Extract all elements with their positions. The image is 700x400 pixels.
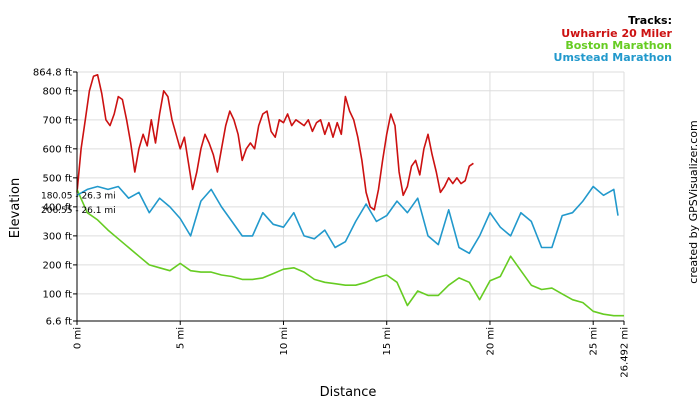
x-tick-label: 0 mi [73, 327, 84, 349]
y-tick-label: 700 ft [42, 115, 72, 126]
series-lines [76, 74, 624, 317]
series-line-2 [76, 185, 619, 255]
y-tick-label: 100 ft [42, 289, 72, 300]
x-tick-label: 10 mi [279, 327, 290, 355]
x-tick-label: 5 mi [176, 327, 187, 349]
y-axis-title: Elevation [8, 178, 23, 238]
y-tick-label: 500 ft [42, 173, 72, 184]
legend-entry: Boston Marathon [565, 39, 672, 52]
marker-label: 180.05 - 26.3 mi [41, 191, 116, 201]
x-axis-title: Distance [320, 385, 377, 400]
legend-title: Tracks: [628, 14, 672, 27]
y-tick-labels: 6.6 ft 100 ft 200 ft 300 ft 400 ft 500 ft 600 … [33, 68, 72, 328]
series-line-1 [76, 189, 624, 317]
x-tick-label: 26.492 mi [620, 327, 631, 378]
legend-entry: Uwharrie 20 Miler [561, 27, 672, 40]
y-tick-label: 400 ft [42, 202, 72, 213]
legend-entry: Umstead Marathon [554, 51, 672, 64]
marker-label: 206.55 - 26.1 mi [41, 206, 116, 216]
marker-labels: 180.05 - 26.3 mi 206.55 - 26.1 mi [41, 191, 116, 216]
y-tick-label: 200 ft [42, 260, 72, 271]
grid-lines [76, 71, 625, 322]
x-tick-labels: 0 mi 5 mi 10 mi 15 mi 20 mi 25 mi 26.492 mi [73, 327, 631, 378]
x-tick-label: 15 mi [382, 327, 393, 355]
x-tick-label: 25 mi [589, 327, 600, 355]
y-tick-label: 800 ft [42, 86, 72, 97]
x-tick-label: 20 mi [485, 327, 496, 355]
credit-text: created by GPSVisualizer.com [687, 120, 700, 283]
y-tick-label: 864.8 ft [33, 68, 72, 79]
axes [73, 71, 625, 325]
y-tick-label: 600 ft [42, 144, 72, 155]
y-tick-label: 6.6 ft [46, 317, 72, 328]
series-line-0 [76, 74, 474, 211]
y-tick-label: 300 ft [42, 231, 72, 242]
